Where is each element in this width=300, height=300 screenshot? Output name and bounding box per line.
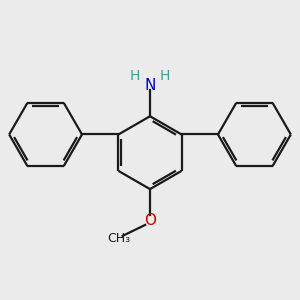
Text: O: O	[144, 213, 156, 228]
Text: CH₃: CH₃	[107, 232, 130, 245]
Text: N: N	[144, 78, 156, 93]
Text: H: H	[160, 69, 170, 82]
Text: H: H	[130, 69, 140, 82]
